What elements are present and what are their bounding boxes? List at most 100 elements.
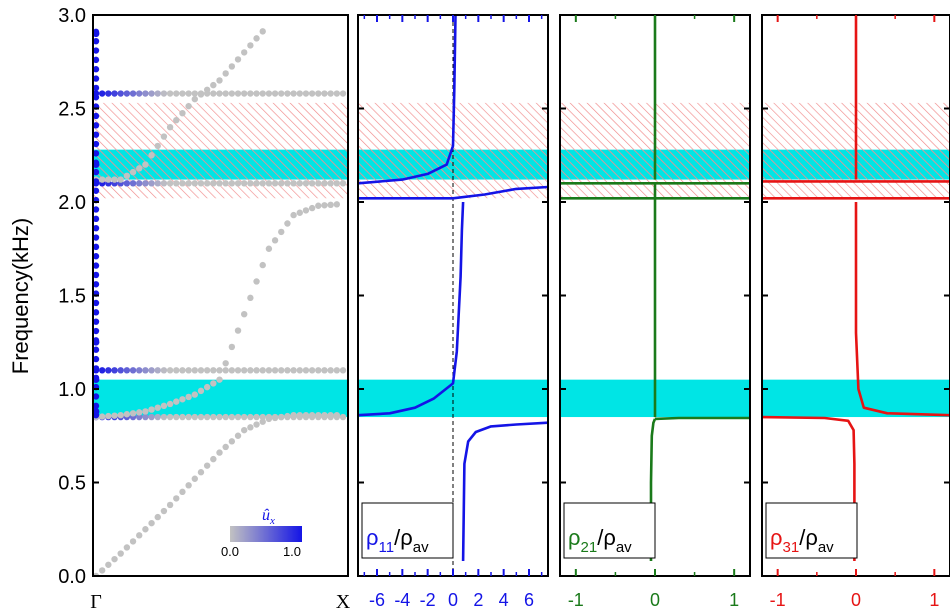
dispersion-points [93,28,347,576]
band-point [253,421,260,428]
band-point [154,142,161,150]
colorbar-label: ûx [262,507,275,527]
band-point [142,367,149,374]
band-point [142,413,149,421]
band-point [333,367,341,374]
gamma-point [93,262,100,269]
band-point [148,413,155,421]
band-point [234,56,242,63]
band-point [241,367,248,374]
band-structure-frame [92,14,349,577]
band-point [136,90,143,97]
band-point [241,49,248,56]
band-point [105,367,112,374]
band-point [228,180,236,187]
band-point [216,367,223,374]
band-point [160,507,168,515]
band-point [265,180,273,187]
band-point [98,367,106,374]
band-point [302,180,310,187]
band-point [228,413,236,421]
band-point [185,482,192,489]
gamma-point [93,94,100,101]
band-point [191,391,198,398]
band-point [228,343,236,351]
band-point [210,413,217,421]
band-point [253,278,260,285]
band-point [302,207,310,214]
gamma-point [93,150,100,157]
band-point [290,180,297,187]
rho11-label-box: ρ11/ρav [361,502,454,559]
band-point [210,180,217,187]
band-point [321,90,328,97]
band-point [234,327,242,334]
x-tick-label: 0 [851,590,861,610]
y-axis-label: Frequency(kHz) [8,218,33,374]
band-point [154,90,161,97]
band-point [105,412,112,420]
band-point [154,404,161,411]
band-point [117,550,124,557]
gamma-point [93,122,100,129]
rho21-panel: -1 0 1 ρ21/ρav [559,14,751,610]
band-point [259,367,266,374]
band-point [259,90,266,97]
y-tick-label: 0.0 [58,566,86,588]
band-point [284,412,291,420]
x-tick-label: 0 [650,590,660,610]
rho31-ticks: -1 0 1 [762,15,950,610]
band-point [185,393,192,401]
gamma-point [93,224,100,232]
band-point [315,411,322,419]
x-tick-label: 4 [499,590,509,610]
band-point [333,201,341,208]
band-point [197,367,205,374]
band-point [105,176,112,183]
x-tick-label: 6 [524,590,534,610]
band-point [284,90,291,97]
band-point [290,367,297,374]
gamma-point [93,402,100,410]
band-point [136,165,143,172]
band-point [241,426,248,434]
band-point [210,90,217,97]
band-point [197,387,205,395]
band-point [290,411,297,419]
colorbar-min-label: 0.0 [221,544,239,559]
band-point [216,413,223,421]
band-point [160,413,168,421]
gamma-point [93,243,100,251]
band-point [234,367,242,374]
band-point [247,413,254,421]
band-point [203,462,211,469]
band-point [98,90,106,97]
band-point [166,400,174,408]
band-point [154,513,161,521]
band-point [278,180,285,187]
band-point [216,180,223,187]
band-point [123,90,131,97]
gamma-point [93,271,100,279]
gamma-point [93,281,100,288]
band-point [234,180,242,187]
band-point [191,413,198,421]
band-structure-panel: 0.0 0.5 1.0 1.5 2.0 2.5 3.0 Frequency(kHz) Γ X… [8,5,351,613]
band-point [284,180,291,187]
band-point [148,152,155,159]
curve-segment-0 [762,415,856,561]
gamma-point [93,408,100,415]
band-point [123,367,131,374]
band-point [222,70,229,77]
band-point [327,201,334,209]
band-point [253,180,260,187]
band-point [154,413,161,421]
band-point [278,413,285,421]
band-point [321,202,328,209]
x-tick-label: -6 [369,590,385,610]
band-point [241,90,248,97]
rho21-label: ρ21/ρav [568,525,632,556]
band-point [290,90,297,97]
band-point [284,367,291,374]
band-point [333,411,341,419]
